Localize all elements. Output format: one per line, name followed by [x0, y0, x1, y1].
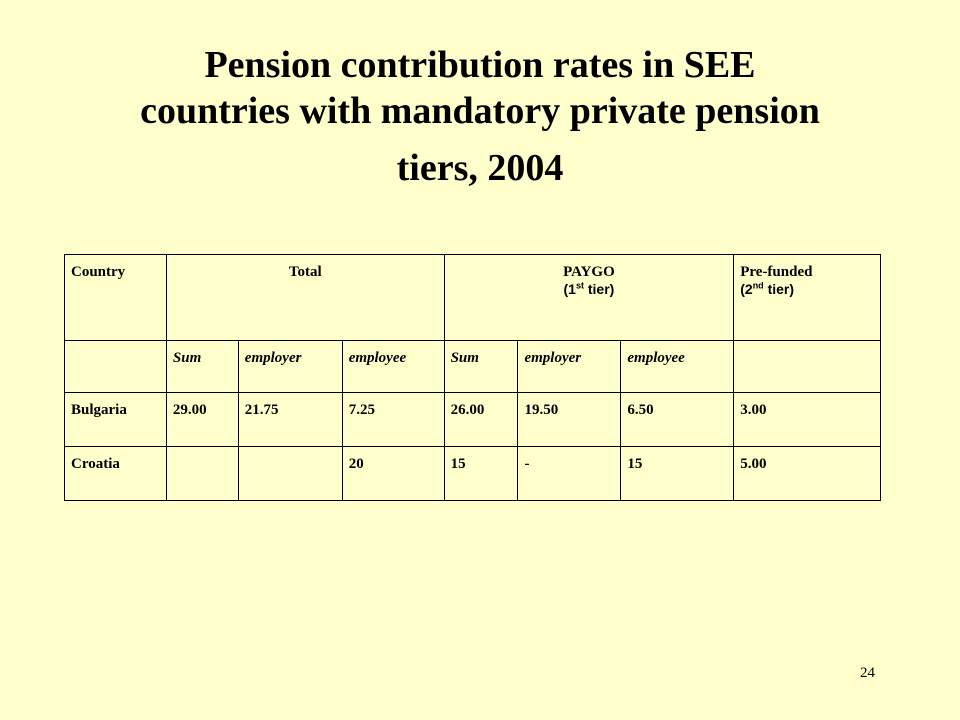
subheader-cell: [64, 340, 167, 393]
title-line-2: countries with mandatory private pension: [140, 90, 820, 133]
subheader-cell: employer: [237, 340, 343, 393]
table-cell: Bulgaria: [64, 392, 167, 447]
table-cell: [237, 446, 343, 501]
subheader-cell: employee: [341, 340, 445, 393]
subheader-cell: [733, 340, 881, 393]
header-paygo-tier: (1st tier): [451, 281, 728, 297]
header-prefunded-tier: (2nd tier): [740, 281, 874, 297]
table-row: Croatia 20 15 - 15 5.00: [64, 446, 881, 501]
subheader-cell: Sum: [165, 340, 239, 393]
table-row: Bulgaria 29.00 21.75 7.25 26.00 19.50 6.…: [64, 392, 881, 447]
header-prefunded: Pre-funded (2nd tier): [733, 254, 881, 341]
header-total: Total: [165, 254, 445, 341]
prefunded-tier-close: tier): [763, 281, 795, 297]
table-cell: 5.00: [733, 446, 881, 501]
header-country-label: Country: [71, 264, 126, 280]
paygo-tier-open: (1: [563, 281, 576, 297]
table-cell: 7.25: [341, 392, 445, 447]
contribution-rates-table: Country Total PAYGO (1st tier) Pre-funde…: [64, 254, 881, 501]
table-cell: 20: [341, 446, 445, 501]
subheader-cell: employee: [620, 340, 735, 393]
title-line-1: Pension contribution rates in SEE: [204, 44, 756, 86]
prefunded-tier-sup: nd: [752, 280, 764, 291]
table-cell: 3.00: [733, 392, 881, 447]
table-cell: 26.00: [443, 392, 519, 447]
slide-title: Pension contribution rates in SEE countr…: [60, 42, 900, 191]
table-cell: 6.50: [620, 392, 735, 447]
paygo-tier-close: tier): [583, 281, 615, 297]
subheader-cell: Sum: [443, 340, 519, 393]
subheader-cell: employer: [517, 340, 622, 393]
paygo-tier-sup: st: [575, 280, 584, 291]
table-header-row: Country Total PAYGO (1st tier) Pre-funde…: [64, 254, 881, 341]
table-cell: Croatia: [64, 446, 167, 501]
table-cell: 15: [443, 446, 519, 501]
table-cell: 19.50: [517, 392, 622, 447]
table-cell: 29.00: [165, 392, 239, 447]
header-total-label: Total: [288, 264, 322, 280]
page-number: 24: [860, 665, 875, 681]
title-line-3: tiers, 2004: [396, 146, 564, 189]
header-paygo-label: PAYGO: [563, 264, 615, 280]
header-paygo: PAYGO (1st tier): [443, 254, 735, 341]
table-subheader-row: Sum employer employee Sum employer emplo…: [64, 340, 881, 393]
header-country: Country: [64, 254, 167, 341]
table-cell: [165, 446, 239, 501]
table-cell: -: [517, 446, 622, 501]
table-cell: 15: [620, 446, 735, 501]
header-prefunded-label: Pre-funded: [740, 264, 813, 280]
table-cell: 21.75: [237, 392, 343, 447]
prefunded-tier-open: (2: [740, 281, 753, 297]
